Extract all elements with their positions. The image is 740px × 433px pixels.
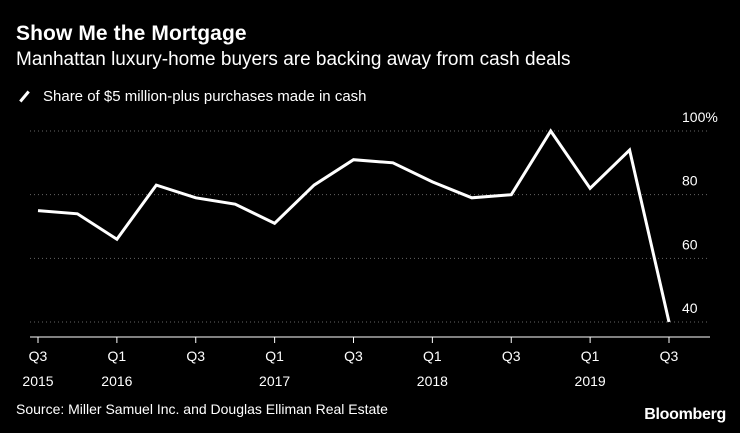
x-tick-label: Q3 xyxy=(660,348,679,364)
x-tick-year-label: 2015 xyxy=(22,373,53,389)
legend: Share of $5 million-plus purchases made … xyxy=(16,88,367,105)
y-tick-label: 60 xyxy=(682,236,698,252)
x-tick-label: Q1 xyxy=(265,348,284,364)
x-tick-year-label: 2019 xyxy=(575,373,606,389)
x-tick-label: Q3 xyxy=(29,348,48,364)
x-tick-label: Q3 xyxy=(344,348,363,364)
x-tick-label: Q1 xyxy=(581,348,600,364)
x-tick-label: Q1 xyxy=(423,348,442,364)
source-note: Source: Miller Samuel Inc. and Douglas E… xyxy=(16,401,388,417)
x-tick-label: Q1 xyxy=(108,348,127,364)
y-tick-label: 40 xyxy=(682,300,698,316)
x-tick-label: Q3 xyxy=(186,348,205,364)
y-tick-label: 100% xyxy=(682,109,718,125)
chart-title: Show Me the Mortgage xyxy=(16,22,247,45)
bloomberg-logo: Bloomberg xyxy=(644,406,726,423)
x-tick-label: Q3 xyxy=(502,348,521,364)
chart-subtitle: Manhattan luxury-home buyers are backing… xyxy=(16,49,571,70)
y-tick-label: 80 xyxy=(682,173,698,189)
legend-label: Share of $5 million-plus purchases made … xyxy=(43,88,367,105)
x-tick-year-label: 2016 xyxy=(101,373,132,389)
x-tick-year-label: 2018 xyxy=(417,373,448,389)
series-line-cash-share xyxy=(37,128,671,323)
x-tick-year-label: 2017 xyxy=(259,373,290,389)
